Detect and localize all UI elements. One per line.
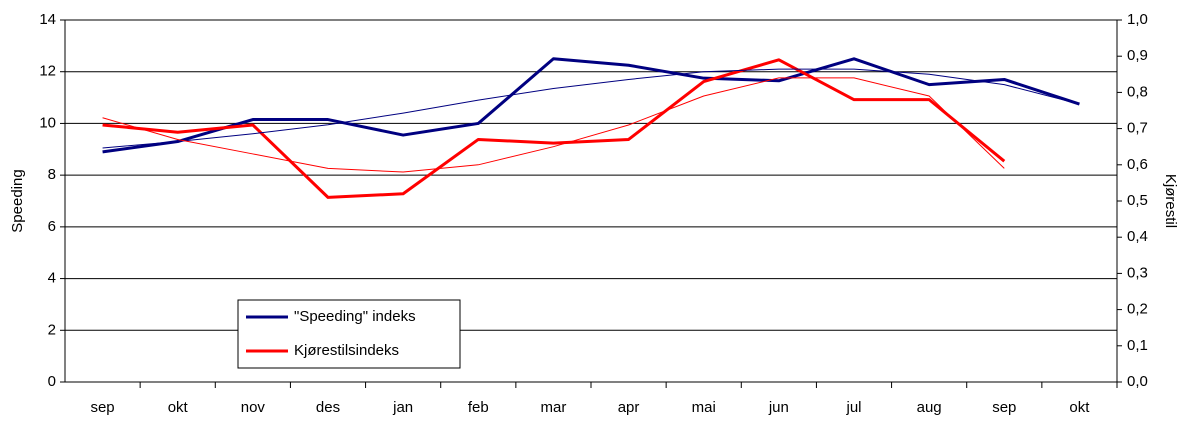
y2-tick-label: 0,4: [1127, 228, 1148, 245]
x-tick-label: aug: [917, 399, 942, 416]
legend-box: [237, 299, 461, 369]
y-tick-label: 6: [48, 218, 56, 235]
x-tick-label: okt: [1069, 399, 1090, 416]
y2-axis-title: Kjørestil: [1162, 174, 1179, 228]
y2-tick-label: 1,0: [1127, 11, 1148, 28]
x-tick-label: jul: [845, 399, 861, 416]
y2-tick-label: 0,8: [1127, 83, 1148, 100]
y2-tick-label: 0,3: [1127, 264, 1148, 281]
y2-tick-label: 0,1: [1127, 337, 1148, 354]
x-tick-label: mai: [692, 399, 716, 416]
series-line: [102, 77, 1005, 173]
y-axis-title: Speeding: [9, 169, 26, 232]
y2-tick-label: 0,9: [1127, 47, 1148, 64]
x-tick-label: jan: [392, 399, 413, 416]
x-tick-label: des: [316, 399, 340, 416]
y2-tick-label: 0,5: [1127, 192, 1148, 209]
y-tick-label: 12: [39, 63, 56, 80]
x-tick-label: okt: [168, 399, 189, 416]
legend-label: "Speeding" indeks: [294, 308, 416, 325]
y2-tick-label: 0,7: [1127, 120, 1148, 137]
y-tick-label: 8: [48, 166, 56, 183]
x-tick-label: sep: [90, 399, 114, 416]
y-tick-label: 14: [39, 11, 56, 28]
y-tick-label: 0: [48, 373, 56, 390]
y2-tick-label: 0,0: [1127, 373, 1148, 390]
x-tick-label: apr: [618, 399, 640, 416]
x-tick-label: mar: [541, 399, 567, 416]
y-tick-label: 2: [48, 321, 56, 338]
x-tick-label: nov: [241, 399, 266, 416]
series-line: [102, 68, 1080, 149]
y2-tick-label: 0,6: [1127, 156, 1148, 173]
legend-label: Kjørestilsindeks: [294, 342, 399, 359]
y-tick-label: 10: [39, 114, 56, 131]
x-tick-label: feb: [468, 399, 489, 416]
x-tick-label: sep: [992, 399, 1016, 416]
y-tick-label: 4: [48, 270, 56, 287]
series-line: [102, 58, 1006, 199]
series-line: [102, 57, 1080, 154]
x-tick-label: jun: [768, 399, 789, 416]
y2-tick-label: 0,2: [1127, 301, 1148, 318]
